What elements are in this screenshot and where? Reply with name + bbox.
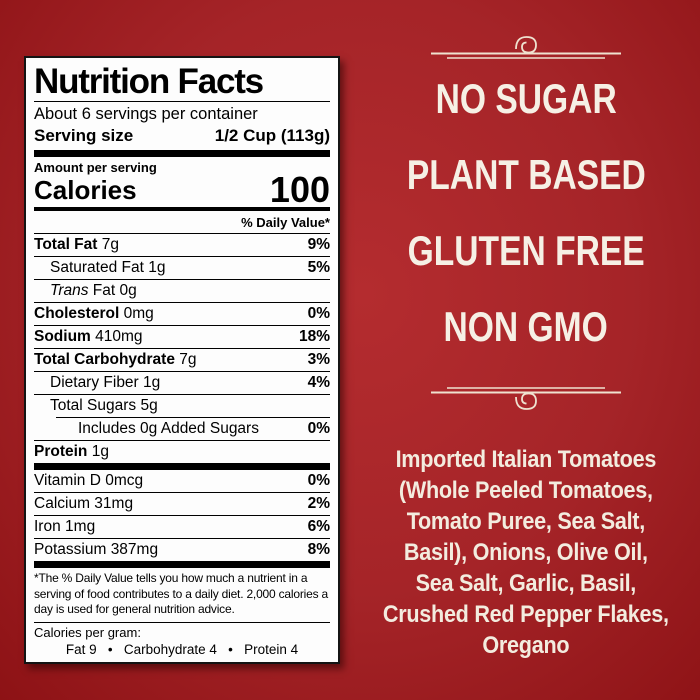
nutrient-name: Protein xyxy=(34,443,88,460)
nutrient-dv: 0% xyxy=(307,305,330,322)
vitamin-amount: 0mcg xyxy=(105,472,144,489)
vitamin-name: Calcium xyxy=(34,495,90,512)
calories-label: Calories xyxy=(34,175,137,205)
footnote-text: *The % Daily Value tells you how much a … xyxy=(34,571,328,616)
nutrient-label: Total Sugars 5g xyxy=(34,397,158,415)
thick-divider xyxy=(34,561,330,568)
thin-divider xyxy=(34,621,330,623)
nutrient-amount: Fat 0g xyxy=(92,282,137,299)
servings-per-container: About 6 servings per container xyxy=(34,105,258,123)
claim-non-gmo: NON GMO xyxy=(443,303,609,350)
nutrient-amount: 5g xyxy=(140,397,158,414)
nutrient-label: Total Carbohydrate 7g xyxy=(34,351,197,369)
nutrient-row-cholesterol: Cholesterol 0mg 0% xyxy=(34,302,330,325)
vitamin-label: Calcium 31mg xyxy=(34,495,133,513)
nutrition-title: Nutrition Facts xyxy=(34,62,264,101)
nutrient-name: Saturated Fat xyxy=(50,259,144,276)
vitamin-label: Vitamin D 0mcg xyxy=(34,472,143,490)
nutrient-name: Sodium xyxy=(34,328,91,345)
nutrient-name: Includes 0g Added Sugars xyxy=(78,420,259,437)
nutrient-amount: 1g xyxy=(91,443,109,460)
calories-per-gram-label: Calories per gram: xyxy=(34,624,141,640)
nutrient-row-dietary-fiber: Dietary Fiber 1g 4% xyxy=(34,371,330,394)
nutrient-label: Includes 0g Added Sugars xyxy=(56,420,259,438)
claim-gluten-free: GLUTEN FREE xyxy=(407,227,645,274)
amount-per-serving-label: Amount per serving xyxy=(34,160,157,175)
nutrient-label: Protein 1g xyxy=(34,443,109,461)
vitamin-dv: 0% xyxy=(307,472,330,489)
claims-panel: NO SUGAR PLANT BASED GLUTEN FREE NON GMO… xyxy=(352,0,700,700)
nutrient-name: Dietary Fiber xyxy=(50,374,139,391)
nutrient-name: Total Sugars xyxy=(50,397,137,414)
nutrient-label: Cholesterol 0mg xyxy=(34,305,154,323)
nutrition-facts-panel: Nutrition Facts About 6 servings per con… xyxy=(24,56,340,664)
vitamin-label: Potassium 387mg xyxy=(34,541,158,559)
nutrient-row-sodium: Sodium 410mg 18% xyxy=(34,325,330,348)
thin-divider xyxy=(34,101,330,102)
nutrient-label: Saturated Fat 1g xyxy=(34,259,165,277)
ingredients-text: Imported Italian Tomatoes (Whole Peeled … xyxy=(383,446,669,659)
nutrient-name: Trans xyxy=(50,282,89,299)
curl-divider-bottom-icon xyxy=(431,387,621,410)
nutrient-name: Cholesterol xyxy=(34,305,120,322)
nutrient-dv: 9% xyxy=(307,236,330,253)
nutrient-dv: 0% xyxy=(307,420,330,437)
nutrient-dv: 18% xyxy=(298,328,330,345)
nutrient-dv: 3% xyxy=(307,351,330,368)
vitamin-dv: 6% xyxy=(307,518,330,535)
calories-row: Calories 100 xyxy=(34,169,330,210)
nutrient-dv: 5% xyxy=(307,259,330,276)
nutrient-row-total-fat: Total Fat 7g 9% xyxy=(34,233,330,256)
curl-divider-top-icon xyxy=(431,36,621,59)
vitamin-name: Potassium xyxy=(34,541,107,558)
nutrient-amount: 1g xyxy=(148,259,166,276)
nutrient-label: Trans Fat 0g xyxy=(34,282,137,300)
vitamin-name: Vitamin D xyxy=(34,472,101,489)
vitamin-amount: 387mg xyxy=(110,541,159,558)
nutrient-amount: 0mg xyxy=(123,305,154,322)
claim-plant-based: PLANT BASED xyxy=(406,151,646,198)
nutrient-row-protein: Protein 1g xyxy=(34,440,330,463)
nutrient-label: Total Fat 7g xyxy=(34,236,119,254)
calories-per-gram-values: Fat 9 • Carbohydrate 4 • Protein 4 xyxy=(65,641,299,657)
vitamin-dv: 8% xyxy=(307,541,330,558)
nutrient-name: Total Fat xyxy=(34,236,98,253)
daily-value-header: % Daily Value* xyxy=(241,215,330,230)
serving-size-label: Serving size xyxy=(34,126,134,145)
nutrient-row-saturated-fat: Saturated Fat 1g 5% xyxy=(34,256,330,279)
nutrient-dv: 4% xyxy=(307,374,330,391)
nutrient-row-added-sugars: Includes 0g Added Sugars 0% xyxy=(56,417,330,440)
nutrient-label: Sodium 410mg xyxy=(34,328,143,346)
thick-divider xyxy=(34,463,330,470)
vitamin-row-vitamin-d: Vitamin D 0mcg 0% xyxy=(34,470,330,492)
nutrient-amount: 410mg xyxy=(95,328,143,345)
nutrient-amount: 1g xyxy=(143,374,161,391)
vitamin-amount: 31mg xyxy=(94,495,134,512)
serving-size-value: 1/2 Cup (113g) xyxy=(214,126,330,145)
vitamin-label: Iron 1mg xyxy=(34,518,95,536)
nutrient-row-trans-fat: Trans Fat 0g xyxy=(34,279,330,302)
vitamin-name: Iron xyxy=(34,518,61,535)
vitamin-row-potassium: Potassium 387mg 8% xyxy=(34,538,330,561)
serving-size-row: Serving size 1/2 Cup (113g) xyxy=(34,125,330,147)
nutrient-row-total-sugars: Total Sugars 5g xyxy=(34,394,330,417)
thick-divider xyxy=(34,150,330,157)
vitamin-amount: 1mg xyxy=(65,518,96,535)
nutrient-name: Total Carbohydrate xyxy=(34,351,175,368)
nutrient-label: Dietary Fiber 1g xyxy=(34,374,160,392)
medium-divider xyxy=(34,207,330,211)
claim-no-sugar: NO SUGAR xyxy=(435,75,617,122)
vitamin-row-iron: Iron 1mg 6% xyxy=(34,515,330,538)
vitamin-dv: 2% xyxy=(307,495,330,512)
nutrient-amount: 7g xyxy=(101,236,119,253)
nutrient-row-total-carbohydrate: Total Carbohydrate 7g 3% xyxy=(34,348,330,371)
calories-value: 100 xyxy=(269,169,330,210)
nutrient-amount: 7g xyxy=(179,351,197,368)
vitamin-row-calcium: Calcium 31mg 2% xyxy=(34,492,330,515)
